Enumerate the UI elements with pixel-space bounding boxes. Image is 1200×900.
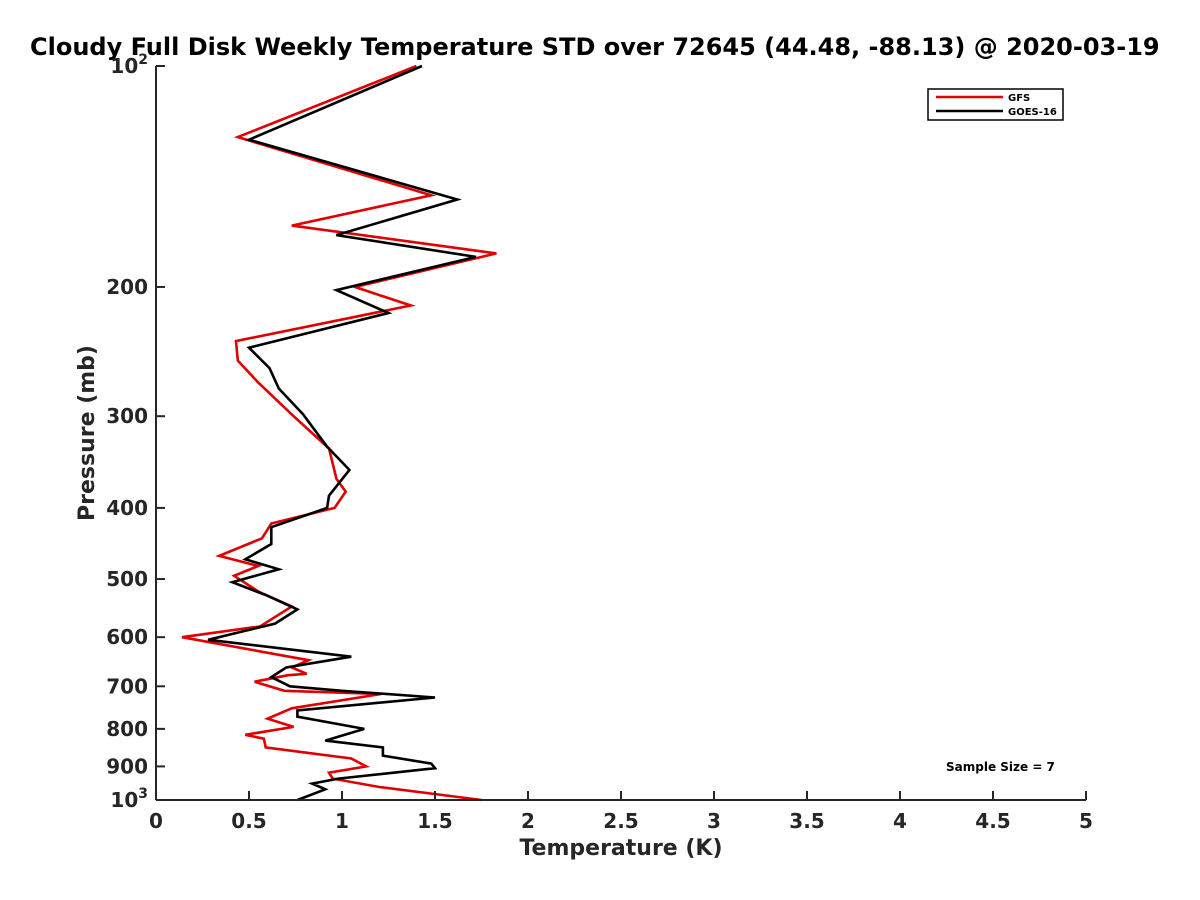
x-tick-label: 2 (521, 809, 535, 833)
legend-box (927, 88, 1064, 121)
y-tick-label: 800 (106, 717, 148, 741)
x-tick-label: 3.5 (789, 809, 824, 833)
legend: GFS GOES-16 (927, 88, 1064, 121)
x-axis-title: Temperature (K) (519, 836, 722, 861)
series-line-goes-16 (207, 64, 477, 802)
y-tick-label: 900 (106, 754, 148, 778)
chart-title: Cloudy Full Disk Weekly Temperature STD … (30, 33, 1160, 61)
y-tick-label: 500 (106, 567, 148, 591)
y-axis-title: Pressure (mb) (75, 345, 100, 521)
legend-label-gfs: GFS (1008, 93, 1030, 104)
legend-label-goes-16: GOES-16 (1008, 107, 1057, 118)
y-tick-label: 102 (110, 52, 148, 78)
x-tick-label: 4 (893, 809, 907, 833)
x-tick-label: 3 (707, 809, 721, 833)
x-tick-label: 2.5 (603, 809, 638, 833)
y-tick-label: 400 (106, 496, 148, 520)
x-tick-label: 1 (335, 809, 349, 833)
x-tick-label: 4.5 (975, 809, 1010, 833)
y-tick-label: 700 (106, 674, 148, 698)
x-axis-ticks: 0 0.5 1 1.5 2 2.5 3 3.5 4 4.5 5 (149, 791, 1093, 833)
y-tick-label: 103 (110, 786, 148, 812)
y-tick-label: 300 (106, 404, 148, 428)
y-axis-ticks: 102 200 300 400 500 600 700 800 900 103 (106, 52, 165, 812)
x-tick-label: 5 (1079, 809, 1093, 833)
x-tick-label: 0.5 (231, 809, 266, 833)
y-tick-label: 200 (106, 275, 148, 299)
sample-size-annotation: Sample Size = 7 (946, 760, 1055, 774)
x-tick-label: 0 (149, 809, 163, 833)
series-lines (181, 64, 497, 802)
x-tick-label: 1.5 (417, 809, 452, 833)
y-tick-label: 600 (106, 625, 148, 649)
